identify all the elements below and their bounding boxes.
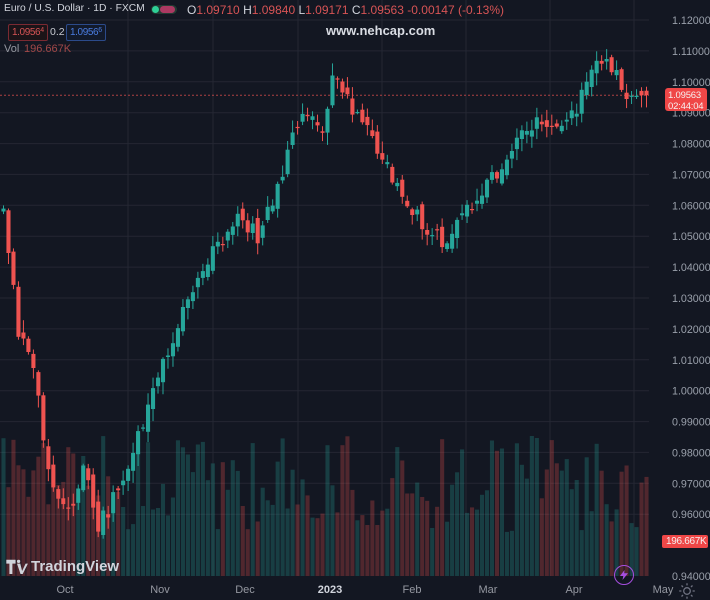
svg-text:1.03000: 1.03000	[672, 293, 710, 305]
svg-text:0.96000: 0.96000	[672, 509, 710, 521]
svg-text:1.02000: 1.02000	[672, 324, 710, 336]
svg-text:1.06000: 1.06000	[672, 200, 710, 212]
svg-text:May: May	[653, 584, 674, 596]
svg-text:Feb: Feb	[403, 584, 422, 596]
svg-text:1.11000: 1.11000	[672, 46, 710, 58]
svg-text:Dec: Dec	[235, 584, 255, 596]
svg-text:Oct: Oct	[56, 584, 73, 596]
svg-text:Nov: Nov	[150, 584, 170, 596]
svg-text:1.07000: 1.07000	[672, 169, 710, 181]
svg-text:1.00000: 1.00000	[672, 386, 710, 398]
svg-text:0.97000: 0.97000	[672, 478, 710, 490]
svg-text:Apr: Apr	[565, 584, 582, 596]
svg-text:1.12000: 1.12000	[672, 15, 710, 27]
svg-text:Mar: Mar	[479, 584, 498, 596]
svg-text:1.01000: 1.01000	[672, 355, 710, 367]
svg-text:2023: 2023	[318, 584, 342, 596]
svg-text:0.99000: 0.99000	[672, 417, 710, 429]
svg-text:0.98000: 0.98000	[672, 447, 710, 459]
svg-text:1.08000: 1.08000	[672, 139, 710, 151]
svg-text:1.05000: 1.05000	[672, 231, 710, 243]
svg-text:1.04000: 1.04000	[672, 262, 710, 274]
svg-text:1.10000: 1.10000	[672, 77, 710, 89]
